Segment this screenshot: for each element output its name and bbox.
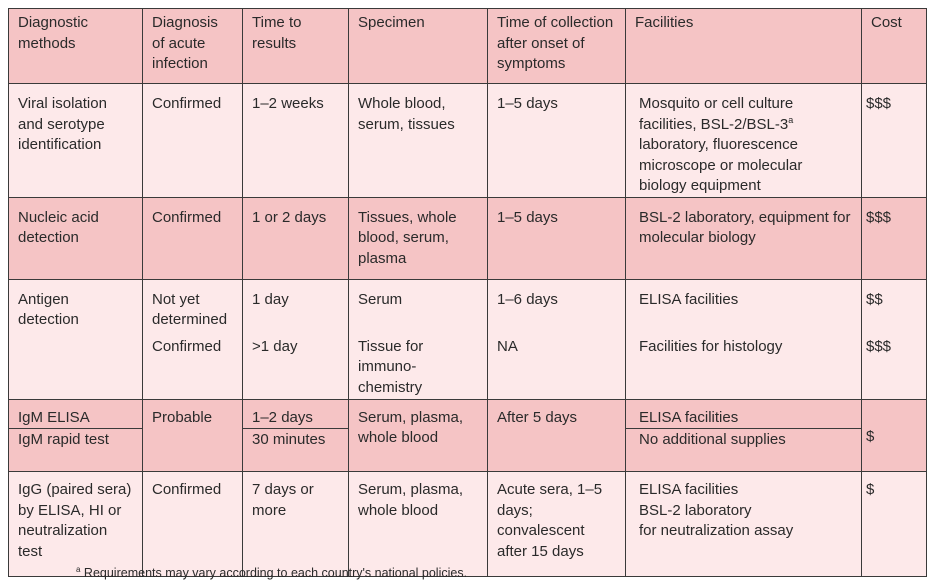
cell-specimen: Whole blood, serum, tissues <box>348 83 488 198</box>
cell-cost: $ <box>861 471 927 577</box>
cell-time: 1–2 weeks <box>242 83 349 198</box>
cell-time: 1–2 days <box>242 398 349 429</box>
specimen-text: Tissue for immuno-chemistry <box>358 337 424 396</box>
cell-time: 7 days or more <box>242 471 349 577</box>
cell-diagnosis: Confirmed <box>142 83 243 198</box>
facilities-text: ELISA facilities <box>639 481 739 498</box>
table-row: IgM rapid test 30 minutes No additional … <box>8 428 927 472</box>
header-cell: Time to results <box>242 8 349 84</box>
cell-method: IgG (paired sera) by ELISA, HI or neutra… <box>8 471 143 577</box>
cell-collection: After 5 days <box>487 398 626 472</box>
table-row: Antigen detection Not yet determined Conf… <box>8 278 927 400</box>
facilities-text: BSL-2 laboratory <box>639 501 752 519</box>
cell-method: Viral isolation and serotype identificat… <box>8 83 143 198</box>
header-cell: Specimen <box>348 8 488 84</box>
cell-diagnosis: Probable <box>142 398 243 472</box>
collection-text: NA <box>497 337 518 355</box>
collection-text: 1–6 days <box>497 290 558 308</box>
cell-diagnosis: Confirmed <box>142 471 243 577</box>
cell-diagnosis: Confirmed <box>142 196 243 280</box>
specimen-text: Serum <box>358 290 403 308</box>
cell-specimen: Serum Tissue for immuno-chemistry <box>348 278 488 400</box>
cell-time: 1 day >1 day <box>242 278 349 400</box>
cell-diagnosis: Not yet determined Confirmed <box>142 278 243 400</box>
cost-text: $$$ <box>866 337 892 355</box>
cell-method: Antigen detection <box>8 278 143 400</box>
table-row: Nucleic acid detection Confirmed 1 or 2 … <box>8 196 927 280</box>
cell-collection: 1–5 days <box>487 196 626 280</box>
diagnosis-text: Confirmed <box>152 337 222 355</box>
facilities-text: laboratory, fluorescence microscope or m… <box>639 136 803 194</box>
cell-collection: 1–5 days <box>487 83 626 198</box>
cell-facilities: BSL-2 laboratory, equipment for molecula… <box>625 196 862 280</box>
facilities-text: ELISA facilities <box>639 290 739 308</box>
table-row: IgG (paired sera) by ELISA, HI or neutra… <box>8 471 927 577</box>
table-row: IgM ELISA Probable 1–2 days Serum, plasm… <box>8 398 927 472</box>
header-cell: Cost <box>861 8 927 84</box>
cell-cost: $ <box>861 398 927 472</box>
cell-facilities: ELISA facilities <box>625 398 862 429</box>
cell-collection: Acute sera, 1–5 days; convalescent after… <box>487 471 626 577</box>
cell-time: 1 or 2 days <box>242 196 349 280</box>
cell-cost: $$$ <box>861 196 927 280</box>
cell-collection: 1–6 days NA <box>487 278 626 400</box>
cell-facilities: Mosquito or cell culture facilities, BSL… <box>625 83 862 198</box>
cell-method: IgM ELISA <box>8 398 143 429</box>
footnote-marker: a <box>788 114 794 125</box>
cell-method: Nucleic acid detection <box>8 196 143 280</box>
facilities-text: for neutralization assay <box>639 522 794 539</box>
cost-text: $$ <box>866 290 883 308</box>
footnote-text: Requirements may vary according to each … <box>80 566 468 580</box>
cell-time: 30 minutes <box>242 428 349 472</box>
time-text: >1 day <box>252 337 298 355</box>
table-row: Viral isolation and serotype identificat… <box>8 83 927 198</box>
footnote-marker: a <box>76 564 81 574</box>
cell-specimen: Tissues, whole blood, serum, plasma <box>348 196 488 280</box>
time-text: 1 day <box>252 290 289 308</box>
header-cell: Time of collection after onset of sympto… <box>487 8 626 84</box>
footnote: a Requirements may vary according to eac… <box>76 564 468 580</box>
header-cell: Facilities <box>625 8 862 84</box>
cell-facilities: ELISA facilities Facilities for histology <box>625 278 862 400</box>
cell-cost: $$$ <box>861 83 927 198</box>
header-cell: Diagnostic methods <box>8 8 143 84</box>
header-row: Diagnostic methods Diagnosis of acute in… <box>8 8 927 84</box>
diagnosis-text: Not yet determined <box>152 290 228 329</box>
cell-cost: $$ $$$ <box>861 278 927 400</box>
header-cell: Diagnosis of acute infection <box>142 8 243 84</box>
cell-specimen: Serum, plasma, whole blood <box>348 398 488 472</box>
facilities-text: Mosquito or cell culture facilities, BSL… <box>639 95 794 133</box>
cell-facilities: ELISA facilities BSL-2 laboratory for neut… <box>625 471 862 577</box>
diagnostic-methods-table: Diagnostic methods Diagnosis of acute in… <box>8 8 927 577</box>
facilities-text: Facilities for histology <box>639 337 783 355</box>
cell-specimen: Serum, plasma, whole blood <box>348 471 488 577</box>
cell-method: IgM rapid test <box>8 428 143 472</box>
cell-facilities: No additional supplies <box>625 428 862 472</box>
